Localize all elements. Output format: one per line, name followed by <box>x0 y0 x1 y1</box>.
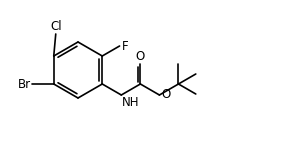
Text: NH: NH <box>122 96 140 109</box>
Text: Br: Br <box>18 78 31 90</box>
Text: O: O <box>136 50 145 63</box>
Text: O: O <box>161 89 171 102</box>
Text: F: F <box>122 40 128 53</box>
Text: Cl: Cl <box>50 20 62 33</box>
